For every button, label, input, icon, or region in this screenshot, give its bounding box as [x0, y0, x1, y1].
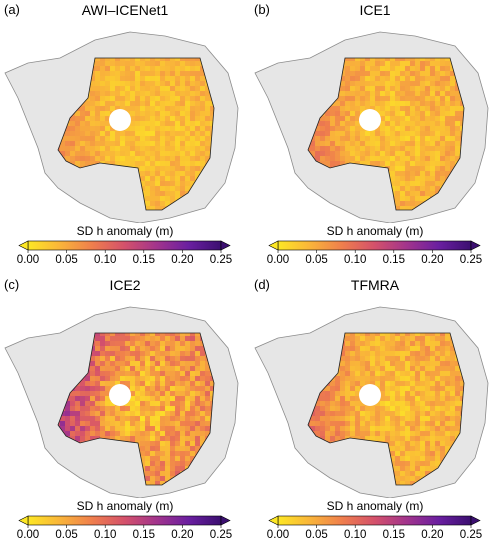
colorbar-tick-label: 0.00	[16, 529, 40, 541]
pole-hole	[109, 109, 131, 131]
panel-tag: (a)	[4, 2, 20, 17]
colorbar-title: SD h anomaly (m)	[326, 499, 424, 513]
colorbar-tick-label: 0.05	[305, 254, 328, 266]
colorbar-tick-label: 0.15	[382, 254, 405, 266]
colorbar-tick-label: 0.25	[459, 254, 483, 266]
colorbar-tick-label: 0.10	[93, 254, 117, 266]
pole-hole	[359, 384, 381, 406]
colorbar-tick-label: 0.05	[305, 529, 328, 541]
map-panel: (a) AWI–ICENet1 SD h anomaly (m) 0.00 0.05 0.…	[0, 0, 250, 275]
colorbar-tick-label: 0.00	[266, 529, 290, 541]
antarctica-map	[4, 31, 239, 223]
colorbar-max-triangle	[470, 240, 481, 251]
panel-tag: (b)	[254, 2, 270, 17]
colorbar-tick-label: 0.10	[343, 529, 367, 541]
colorbar	[268, 515, 481, 528]
antarctica-map	[254, 306, 489, 498]
colorbar	[18, 515, 231, 528]
panel-title: AWI–ICENet1	[81, 2, 169, 18]
colorbar-title: SD h anomaly (m)	[76, 224, 174, 238]
colorbar-max-triangle	[470, 515, 481, 526]
colorbar-min-triangle	[268, 240, 279, 251]
colorbar-tick-label: 0.25	[459, 529, 483, 541]
antarctica-map	[254, 31, 489, 223]
pole-hole	[359, 109, 381, 131]
panel-tag: (d)	[254, 277, 270, 292]
colorbar-tick-label: 0.15	[132, 254, 155, 266]
colorbar-max-triangle	[220, 240, 231, 251]
colorbar-tick-label: 0.25	[209, 529, 233, 541]
colorbar-tick-label: 0.20	[421, 254, 444, 266]
panel-title: ICE1	[359, 2, 391, 18]
map-panel: (b) ICE1 SD h anomaly (m) 0.00 0.05 0.10 0.15 0…	[250, 0, 500, 275]
panel-title: TFMRA	[350, 277, 400, 293]
colorbar-title: SD h anomaly (m)	[76, 499, 174, 513]
colorbar-tick-label: 0.05	[55, 254, 78, 266]
map-panel: (c) ICE2 SD h anomaly (m) 0.00 0.05 0.10 0.15 0…	[0, 275, 250, 550]
panel-tag: (c)	[4, 277, 20, 292]
colorbar-tick-label: 0.10	[343, 254, 367, 266]
panel-title: ICE2	[109, 277, 141, 293]
colorbar-title: SD h anomaly (m)	[326, 224, 424, 238]
colorbar	[268, 240, 481, 253]
antarctica-map	[4, 306, 239, 498]
colorbar-max-triangle	[220, 515, 231, 526]
colorbar-tick-label: 0.15	[382, 529, 405, 541]
colorbar-tick-label: 0.00	[16, 254, 40, 266]
colorbar-tick-label: 0.15	[132, 529, 155, 541]
colorbar-tick-label: 0.20	[171, 254, 194, 266]
colorbar-tick-label: 0.05	[55, 529, 78, 541]
map-panel: (d) TFMRA SD h anomaly (m) 0.00 0.05 0.10 0.15…	[250, 275, 500, 550]
colorbar-tick-label: 0.20	[171, 529, 194, 541]
colorbar-min-triangle	[18, 240, 29, 251]
pole-hole	[109, 384, 131, 406]
colorbar-min-triangle	[18, 515, 29, 526]
colorbar-tick-label: 0.10	[93, 529, 117, 541]
colorbar-tick-label: 0.20	[421, 529, 444, 541]
colorbar-min-triangle	[268, 515, 279, 526]
colorbar-tick-label: 0.25	[209, 254, 233, 266]
colorbar-tick-label: 0.00	[266, 254, 290, 266]
colorbar	[18, 240, 231, 253]
